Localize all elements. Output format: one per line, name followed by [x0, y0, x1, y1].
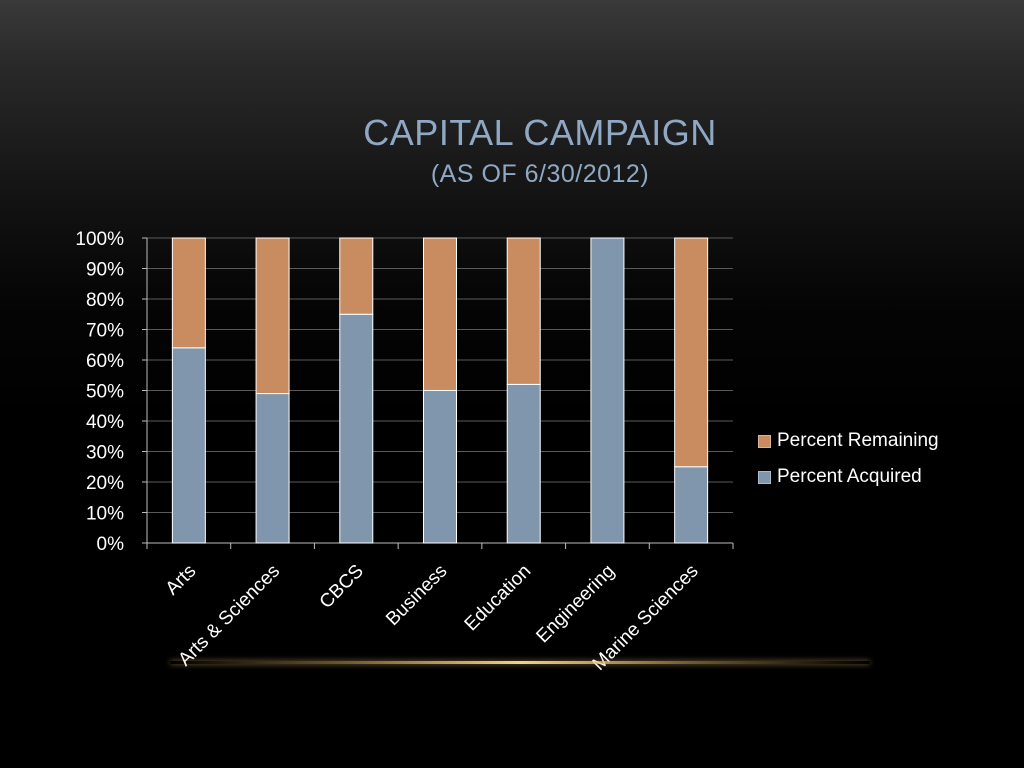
- decorative-glow-divider: [170, 661, 870, 664]
- bar-segment-acquired: [423, 390, 457, 544]
- y-tick-label: 30%: [86, 443, 124, 464]
- y-tick-label: 60%: [86, 351, 124, 372]
- legend-swatch-acquired: [758, 470, 771, 484]
- bar-segment-acquired: [506, 383, 541, 544]
- x-category-label: CBCS: [316, 561, 368, 613]
- bar-segment-remaining: [506, 237, 541, 385]
- y-tick-label: 10%: [86, 504, 124, 525]
- y-tick-label: 90%: [86, 260, 124, 281]
- x-category-label: Arts: [162, 561, 201, 600]
- x-category-label: Business: [382, 561, 451, 630]
- x-category-label: Engineering: [532, 561, 619, 648]
- y-tick-label: 80%: [86, 290, 124, 311]
- y-tick-label: 20%: [86, 473, 124, 494]
- y-tick-label: 40%: [86, 412, 124, 433]
- bar-segment-remaining: [255, 237, 290, 395]
- bar-segment-acquired: [590, 237, 625, 544]
- slide-subtitle: (AS OF 6/30/2012): [430, 160, 650, 188]
- bar-segment-acquired: [255, 393, 290, 544]
- x-category-label: Education: [461, 561, 536, 636]
- bar-segment-acquired: [674, 466, 709, 544]
- bar-segment-remaining: [423, 237, 457, 391]
- legend-label-acquired: Percent Acquired: [777, 466, 922, 487]
- y-tick-label: 70%: [86, 321, 124, 342]
- y-tick-label: 50%: [86, 382, 124, 403]
- legend-item-remaining: Percent Remaining: [758, 428, 939, 454]
- bar-segment-remaining: [171, 237, 206, 349]
- legend-swatch-remaining: [758, 434, 771, 448]
- legend-item-acquired: Percent Acquired: [758, 464, 939, 490]
- legend-label-remaining: Percent Remaining: [777, 430, 939, 451]
- bar-segment-remaining: [674, 237, 709, 468]
- bar-segment-acquired: [171, 347, 206, 544]
- bar-segment-remaining: [339, 237, 374, 315]
- y-tick-label: 100%: [75, 229, 124, 250]
- y-tick-label: 0%: [97, 534, 125, 555]
- chart-legend: Percent Remaining Percent Acquired: [758, 428, 939, 500]
- bar-segment-acquired: [339, 313, 374, 544]
- slide-title: CAPITAL CAMPAIGN: [363, 112, 717, 153]
